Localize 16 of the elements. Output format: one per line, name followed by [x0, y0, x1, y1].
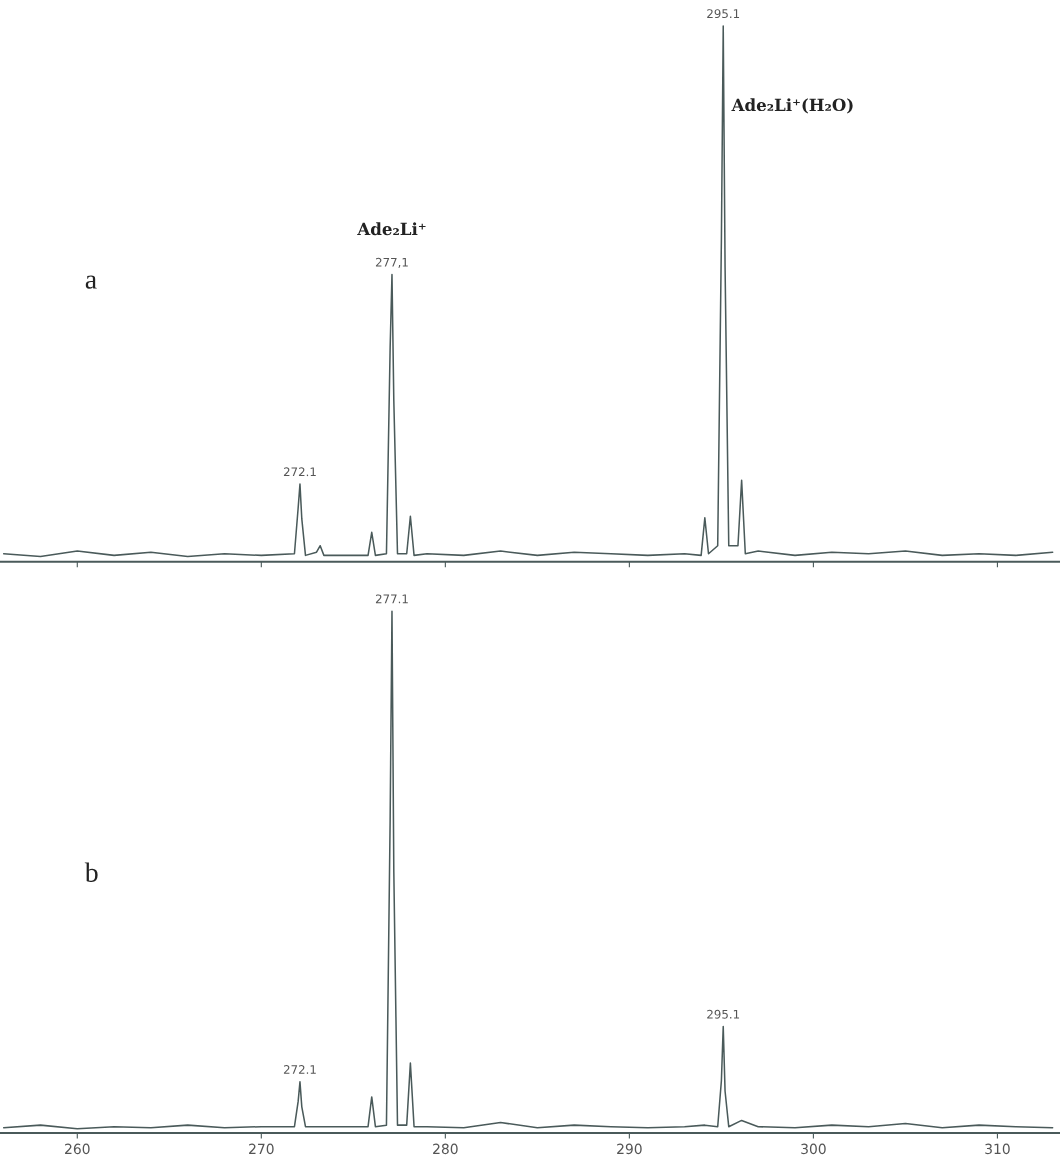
annotation: 295.1	[707, 9, 740, 19]
annotation: 295.1	[707, 1009, 740, 1019]
annotation: 277.1	[375, 594, 408, 604]
annotation: Ade₂Li⁺	[357, 222, 426, 236]
x-tick-label: 300	[801, 1143, 826, 1155]
x-tick-label: 260	[65, 1143, 90, 1155]
annotation: b	[84, 862, 98, 882]
x-tick-label: 270	[249, 1143, 274, 1155]
annotation: 277,1	[375, 257, 408, 268]
annotation: a	[85, 275, 97, 289]
annotation: 272.1	[283, 1065, 316, 1074]
x-tick-label: 290	[617, 1143, 642, 1155]
x-tick-label: 280	[433, 1143, 458, 1155]
annotation: Ade₂Li⁺(H₂O)	[731, 98, 853, 114]
annotation: 272.1	[283, 467, 316, 477]
x-tick-label: 310	[985, 1143, 1010, 1155]
